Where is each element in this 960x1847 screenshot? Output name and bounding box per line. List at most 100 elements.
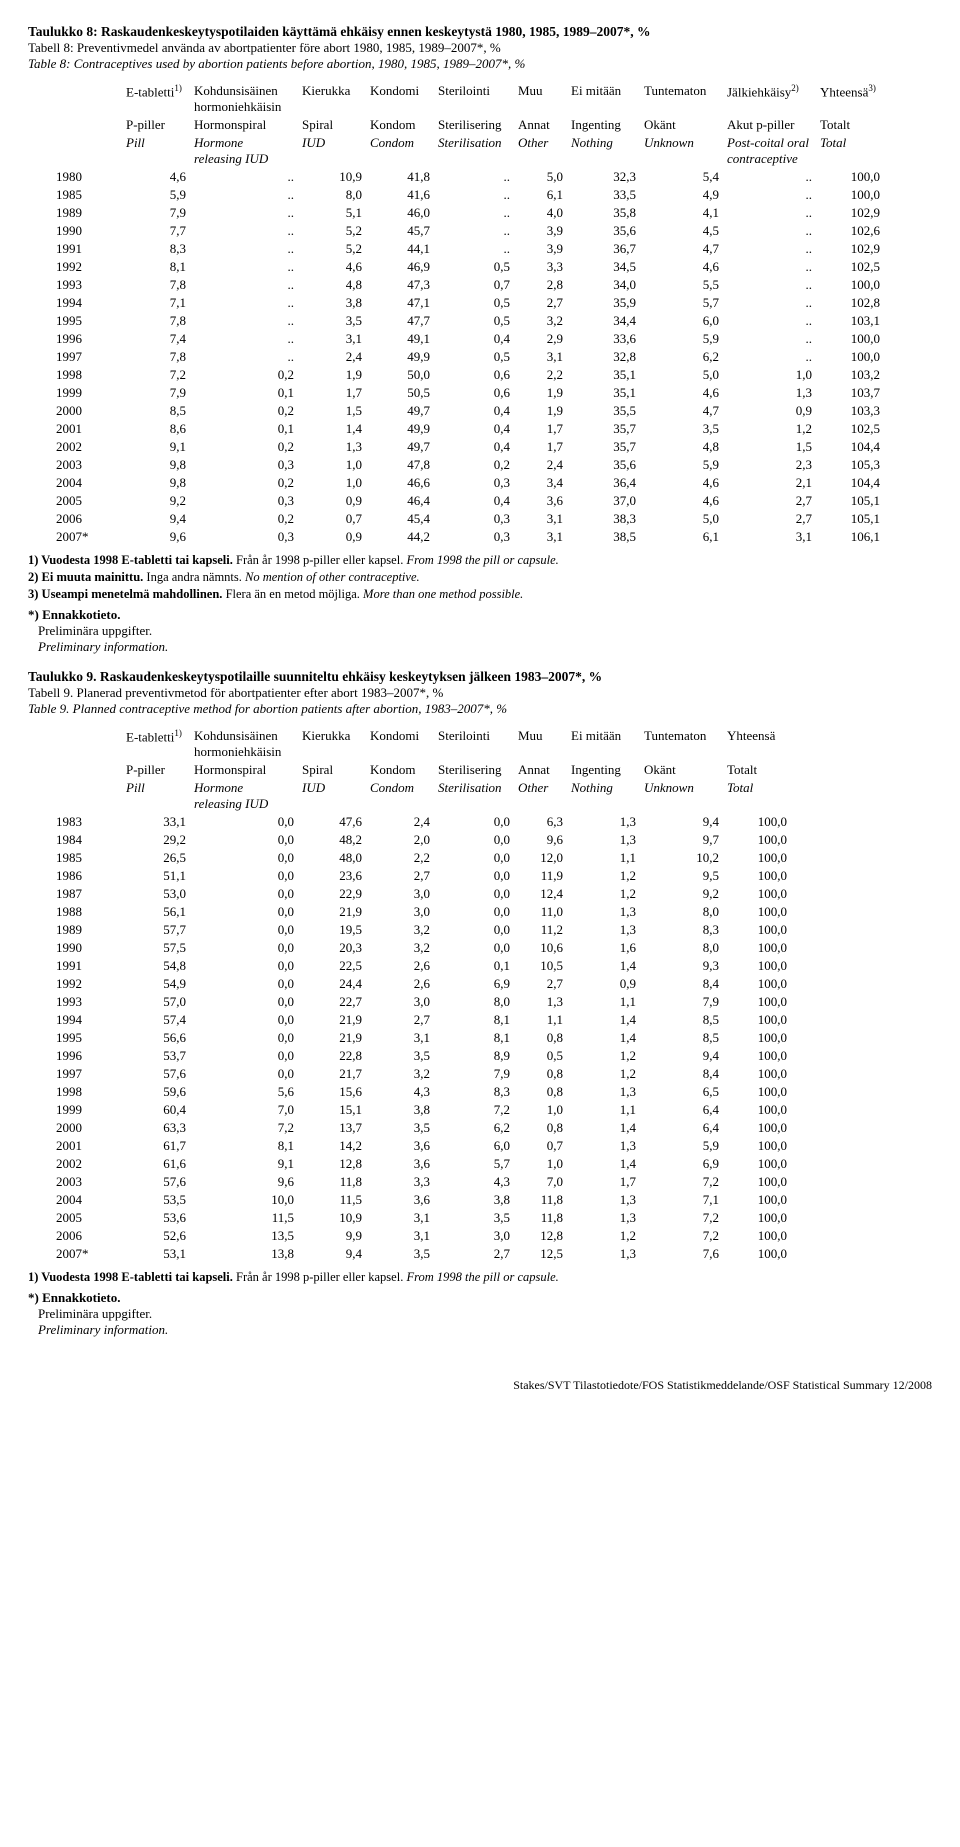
table-row: 198429,20,048,22,00,09,61,39,7100,0 — [52, 831, 791, 849]
table-cell: 100,0 — [723, 1083, 791, 1101]
table-cell: 35,1 — [567, 366, 640, 384]
table-cell: 3,5 — [298, 312, 366, 330]
table-cell: 1,9 — [514, 384, 567, 402]
table-cell: 2,4 — [514, 456, 567, 474]
table-cell: 8,6 — [122, 420, 190, 438]
table-cell: 9,9 — [298, 1227, 366, 1245]
table-cell: 0,3 — [190, 492, 298, 510]
table-row: 2007*9,60,30,944,20,33,138,56,13,1106,1 — [52, 528, 884, 546]
table-cell: 19,5 — [298, 921, 366, 939]
table-cell: 4,6 — [298, 258, 366, 276]
table-cell: 45,4 — [366, 510, 434, 528]
table-cell: 4,6 — [640, 474, 723, 492]
table-cell: 53,6 — [122, 1209, 190, 1227]
footnote: 1) Vuodesta 1998 E-tabletti tai kapseli.… — [28, 552, 932, 569]
table-cell: 2,0 — [366, 831, 434, 849]
table-cell: 0,8 — [514, 1065, 567, 1083]
table-cell: 1,4 — [567, 1155, 640, 1173]
table-cell: 100,0 — [723, 1065, 791, 1083]
table-cell: 3,2 — [514, 312, 567, 330]
table-cell: 4,8 — [640, 438, 723, 456]
table-cell: 4,7 — [640, 240, 723, 258]
table-cell: 1,6 — [567, 939, 640, 957]
table-cell: 1996 — [52, 1047, 122, 1065]
table-cell: 46,9 — [366, 258, 434, 276]
table-cell: 9,7 — [640, 831, 723, 849]
table-cell: 38,3 — [567, 510, 640, 528]
table-cell: 5,6 — [190, 1083, 298, 1101]
table-cell: 1994 — [52, 294, 122, 312]
table-cell: 3,1 — [514, 348, 567, 366]
table-cell: 46,4 — [366, 492, 434, 510]
table-cell: 2,2 — [514, 366, 567, 384]
table-cell: 102,9 — [816, 240, 884, 258]
table-cell: 100,0 — [723, 867, 791, 885]
table-cell: 2,2 — [366, 849, 434, 867]
table-cell: 1,3 — [514, 993, 567, 1011]
table-cell: 100,0 — [723, 1191, 791, 1209]
table-cell: 100,0 — [723, 1227, 791, 1245]
table-row: 198333,10,047,62,40,06,31,39,4100,0 — [52, 813, 791, 831]
table-cell: 1984 — [52, 831, 122, 849]
table-cell: 4,9 — [640, 186, 723, 204]
table-cell: 33,6 — [567, 330, 640, 348]
table-cell: 100,0 — [816, 348, 884, 366]
table-cell: 8,5 — [122, 402, 190, 420]
table-cell: .. — [723, 168, 816, 186]
table-cell: 3,3 — [514, 258, 567, 276]
table-cell: 0,1 — [190, 384, 298, 402]
table-cell: 7,7 — [122, 222, 190, 240]
table-cell: 21,9 — [298, 1029, 366, 1047]
table-cell: 2003 — [52, 456, 122, 474]
table-cell: 51,1 — [122, 867, 190, 885]
table-cell: 6,4 — [640, 1101, 723, 1119]
table-cell: 2002 — [52, 1155, 122, 1173]
table-cell: 0,7 — [514, 1137, 567, 1155]
table-cell: 0,9 — [723, 402, 816, 420]
table-row: 199960,47,015,13,87,21,01,16,4100,0 — [52, 1101, 791, 1119]
table-cell: 49,1 — [366, 330, 434, 348]
table-cell: 0,0 — [190, 831, 298, 849]
table-cell: 10,2 — [640, 849, 723, 867]
table-cell: 1,3 — [567, 921, 640, 939]
table-row: 199859,65,615,64,38,30,81,36,5100,0 — [52, 1083, 791, 1101]
table-cell: 1,4 — [567, 1119, 640, 1137]
table-cell: 1995 — [52, 312, 122, 330]
table-row: 20039,80,31,047,80,22,435,65,92,3105,3 — [52, 456, 884, 474]
table-cell: 8,5 — [640, 1029, 723, 1047]
table-cell: 1,3 — [567, 813, 640, 831]
table-cell: 0,4 — [434, 492, 514, 510]
table-cell: 44,1 — [366, 240, 434, 258]
table-cell: 1,9 — [298, 366, 366, 384]
table-cell: 49,7 — [366, 438, 434, 456]
preliminara: Preliminära uppgifter. — [28, 623, 932, 639]
table-cell: 7,9 — [122, 384, 190, 402]
table-cell: 23,6 — [298, 867, 366, 885]
table-cell: 6,5 — [640, 1083, 723, 1101]
table-cell: 4,5 — [640, 222, 723, 240]
table-cell: 50,0 — [366, 366, 434, 384]
table-cell: 3,1 — [366, 1227, 434, 1245]
table-cell: 1,7 — [514, 420, 567, 438]
table-cell: 34,5 — [567, 258, 640, 276]
table-cell: 1996 — [52, 330, 122, 348]
table-cell: 2000 — [52, 1119, 122, 1137]
table-cell: .. — [190, 330, 298, 348]
table-cell: 6,1 — [640, 528, 723, 546]
table-row: 199057,50,020,33,20,010,61,68,0100,0 — [52, 939, 791, 957]
table-cell: 1990 — [52, 222, 122, 240]
table-cell: 60,4 — [122, 1101, 190, 1119]
table-cell: 3,2 — [366, 921, 434, 939]
table-cell: 1993 — [52, 276, 122, 294]
table-cell: 7,9 — [640, 993, 723, 1011]
table-cell: 3,8 — [366, 1101, 434, 1119]
table-cell: 0,0 — [190, 975, 298, 993]
table-cell: 8,4 — [640, 975, 723, 993]
table-cell: 1,3 — [723, 384, 816, 402]
table-cell: 1,1 — [567, 849, 640, 867]
table-cell: 47,8 — [366, 456, 434, 474]
table-cell: 100,0 — [816, 186, 884, 204]
table-cell: 3,1 — [366, 1029, 434, 1047]
table-cell: 7,2 — [640, 1173, 723, 1191]
table-cell: 5,9 — [640, 1137, 723, 1155]
